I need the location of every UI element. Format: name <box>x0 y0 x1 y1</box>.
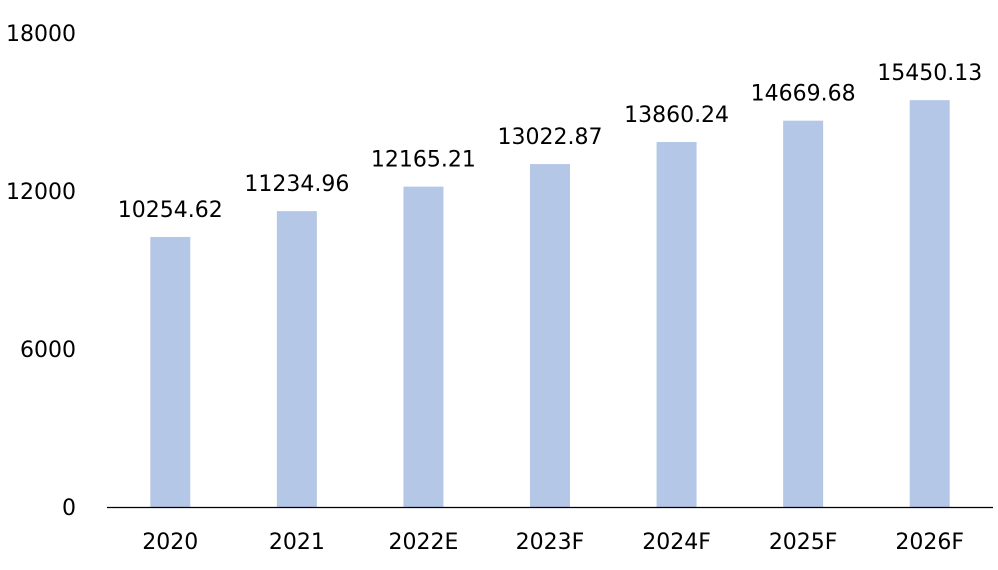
bar-2024f <box>656 142 697 508</box>
x-tick-label: 2021 <box>269 530 325 555</box>
x-tick-label: 2024F <box>642 530 711 555</box>
x-tick-label: 2025F <box>769 530 838 555</box>
bars-group <box>150 100 950 508</box>
y-tick-label: 12000 <box>6 180 76 205</box>
x-tick-label: 2020 <box>142 530 198 555</box>
bar-2020 <box>150 236 191 507</box>
y-tick-label: 0 <box>62 496 76 521</box>
bar-2025f <box>783 120 824 507</box>
x-tick-label: 2026F <box>895 530 964 555</box>
x-axis-tick-labels: 2020 2021 2022E 2023F 2024F 2025F 2026F <box>142 530 964 555</box>
data-label: 13022.87 <box>498 125 603 150</box>
bar-2023f <box>530 164 570 507</box>
data-label: 13860.24 <box>624 103 729 128</box>
bar-2026f <box>909 100 950 507</box>
data-labels-group: 10254.62 11234.96 12165.21 13022.87 13860.24… <box>118 61 982 223</box>
y-axis-tick-labels: 0 6000 12000 18000 <box>6 22 76 521</box>
data-label: 10254.62 <box>118 198 223 223</box>
x-tick-label: 2023F <box>516 530 585 555</box>
y-tick-label: 6000 <box>20 338 76 363</box>
bar-2022e <box>403 186 444 507</box>
data-label: 11234.96 <box>244 172 349 197</box>
x-tick-label: 2022E <box>388 530 458 555</box>
data-label: 14669.68 <box>751 82 856 107</box>
y-tick-label: 18000 <box>6 22 76 47</box>
data-label: 15450.13 <box>877 61 982 86</box>
data-label: 12165.21 <box>371 148 476 173</box>
bar-2021 <box>276 211 317 507</box>
